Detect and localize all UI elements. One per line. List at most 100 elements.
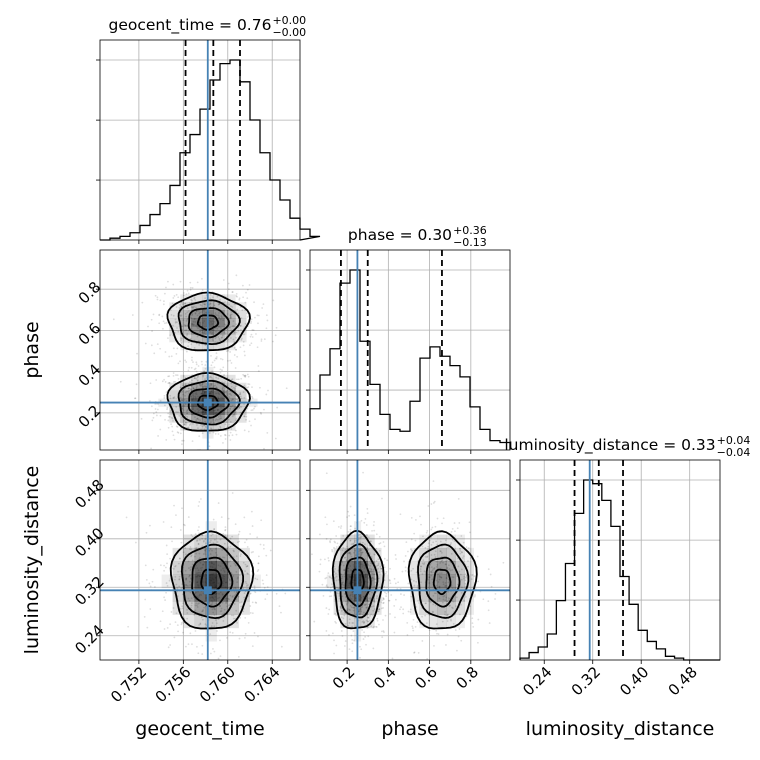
scatter-point: [208, 303, 211, 306]
title-text: geocent_time = 0.76: [109, 16, 272, 35]
scatter-point: [224, 388, 226, 390]
scatter-point: [460, 551, 463, 553]
density-cell: [235, 318, 247, 327]
scatter-point: [196, 604, 198, 607]
scatter-point: [219, 415, 222, 418]
scatter-point: [148, 582, 151, 585]
scatter-point: [182, 294, 185, 297]
scatter-point: [440, 576, 443, 579]
scatter-point: [150, 318, 153, 321]
density-cell: [172, 587, 184, 602]
scatter-point: [205, 542, 207, 545]
density-cell: [238, 601, 250, 615]
scatter-point: [259, 386, 261, 389]
scatter-point: [252, 550, 254, 553]
scatter-point: [338, 592, 340, 595]
scatter-point: [434, 556, 437, 559]
scatter-point: [371, 572, 374, 575]
scatter-point: [249, 605, 252, 607]
scatter-point: [463, 575, 466, 578]
density-cell: [205, 601, 217, 615]
scatter-point: [425, 531, 428, 534]
scatter-point: [428, 582, 431, 584]
y-tick-label: 0.32: [71, 573, 107, 609]
scatter-point: [378, 623, 380, 626]
scatter-point: [177, 330, 180, 333]
scatter-point: [232, 320, 235, 322]
scatter-point: [446, 568, 449, 571]
scatter-point: [473, 575, 476, 578]
scatter-point: [380, 567, 383, 570]
density-cell: [419, 561, 429, 575]
scatter-point: [343, 569, 346, 572]
scatter-point: [195, 387, 198, 390]
scatter-point: [196, 417, 199, 420]
scatter-point: [238, 407, 241, 409]
scatter-point: [425, 602, 427, 605]
scatter-point: [333, 546, 335, 549]
scatter-point: [359, 536, 362, 539]
scatter-point: [266, 319, 269, 322]
density-cell: [235, 334, 247, 343]
scatter-point: [457, 635, 460, 638]
scatter-point: [383, 631, 385, 634]
scatter-point: [280, 645, 283, 648]
scatter-point: [217, 377, 220, 380]
density-cell: [169, 406, 181, 415]
y-axis-label-phase: phase: [21, 321, 43, 378]
scatter-point: [340, 607, 343, 609]
scatter-point: [183, 423, 186, 426]
scatter-point: [490, 585, 493, 588]
scatter-point: [194, 609, 197, 612]
scatter-point: [318, 570, 321, 573]
scatter-point: [202, 424, 205, 427]
scatter-point: [434, 604, 437, 607]
scatter-point: [200, 385, 202, 388]
density-cell: [367, 587, 375, 602]
scatter-point: [155, 411, 158, 413]
scatter-point: [249, 592, 251, 595]
density-cell: [227, 561, 239, 575]
scatter-point: [244, 632, 247, 635]
scatter-point: [194, 312, 197, 315]
scatter-point: [384, 614, 387, 617]
scatter-point: [359, 608, 362, 610]
scatter-point: [205, 426, 208, 429]
scatter-point: [183, 523, 185, 526]
scatter-point: [216, 327, 219, 330]
scatter-point: [228, 598, 231, 601]
scatter-point: [387, 591, 390, 593]
scatter-point: [249, 533, 252, 535]
density-cell: [360, 587, 368, 602]
scatter-point: [235, 336, 238, 339]
scatter-point: [451, 587, 454, 590]
scatter-point: [204, 303, 206, 306]
scatter-point: [220, 607, 223, 610]
scatter-point: [187, 426, 189, 429]
scatter-point: [419, 568, 422, 570]
scatter-point: [375, 625, 377, 628]
density-cell: [224, 382, 236, 391]
scatter-point: [394, 598, 397, 601]
scatter-point: [185, 329, 188, 331]
scatter-point: [190, 568, 193, 571]
scatter-point: [363, 521, 366, 524]
scatter-point: [177, 378, 180, 380]
scatter-point: [179, 386, 182, 389]
scatter-point: [444, 613, 446, 616]
scatter-point: [448, 605, 451, 607]
scatter-point: [238, 540, 241, 543]
density-cell: [446, 561, 456, 575]
histogram-phase: [309, 269, 511, 450]
scatter-point: [195, 370, 198, 373]
scatter-point: [204, 367, 207, 370]
scatter-point: [241, 337, 243, 340]
scatter-point: [172, 419, 174, 422]
scatter-point: [364, 603, 367, 606]
scatter-point: [444, 611, 447, 613]
scatter-point: [477, 580, 480, 583]
scatter-point: [177, 296, 180, 299]
x-tick-label: 0.2: [329, 663, 359, 693]
scatter-point: [188, 575, 190, 578]
scatter-point: [228, 561, 230, 563]
